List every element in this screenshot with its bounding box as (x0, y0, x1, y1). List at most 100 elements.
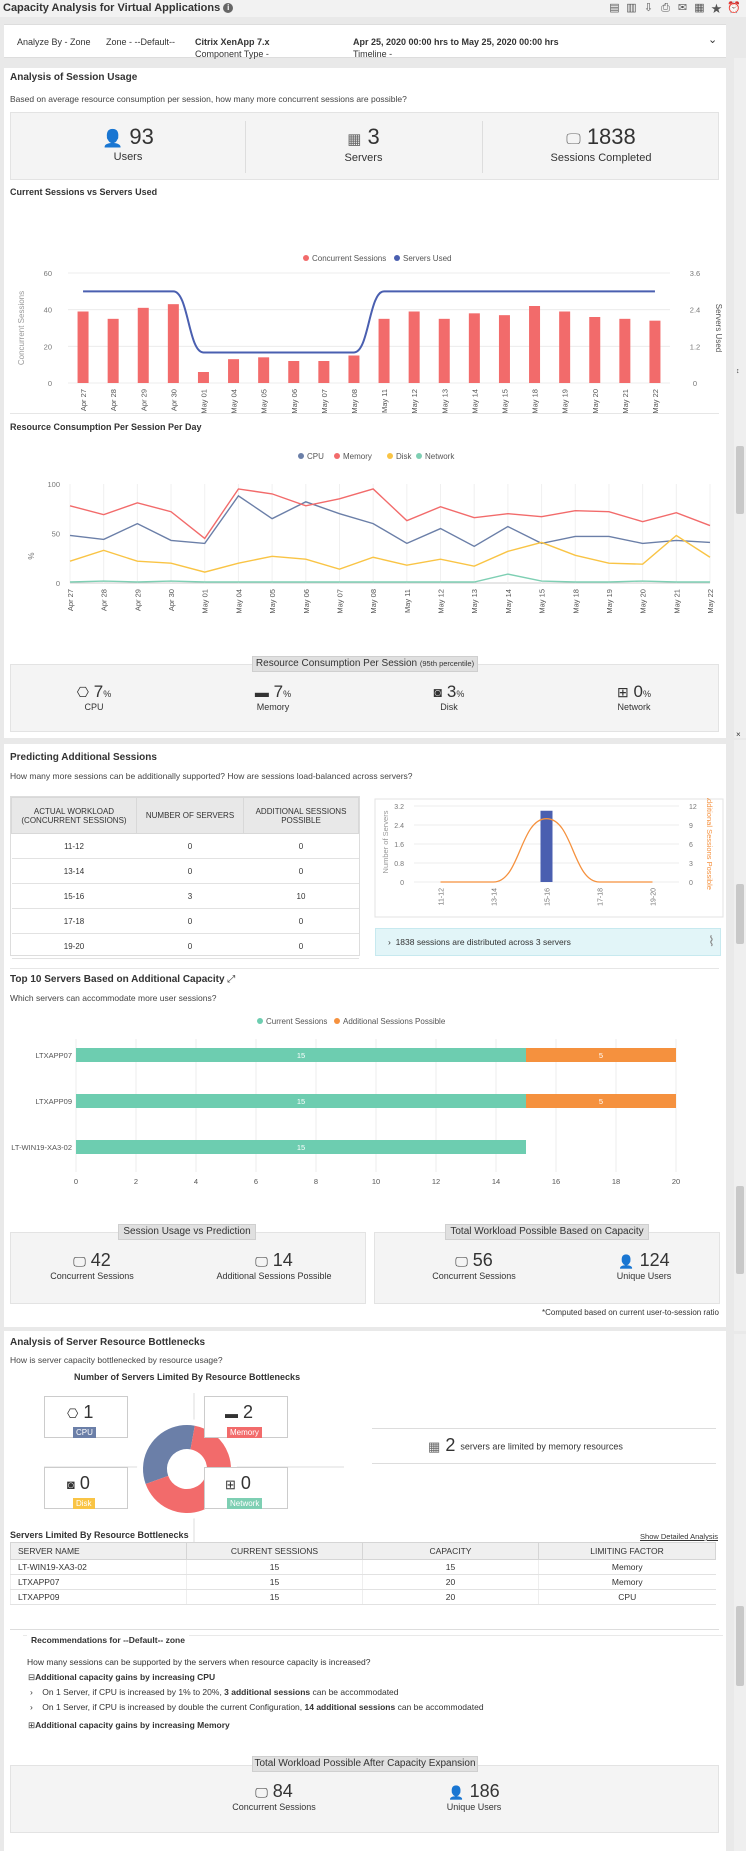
section-subtitle: How many more sessions can be additional… (10, 771, 413, 781)
y-tick-left: 0.8 (394, 861, 404, 868)
y-tick-right: 0 (693, 379, 697, 388)
table-header: SERVER NAME (10, 1542, 187, 1560)
memory-gains-toggle[interactable]: ⊞Additional capacity gains by increasing… (28, 1720, 230, 1730)
memory-stat: ▬ 7% Memory (254, 682, 292, 712)
table-row: LTXAPP09 15 20 CPU (10, 1589, 716, 1605)
memory-bottleneck-box: ▬ 2 Memory (204, 1396, 288, 1438)
scrollbar[interactable] (734, 1334, 746, 1851)
donut-title: Number of Servers Limited By Resource Bo… (74, 1372, 301, 1382)
user-icon: 👤 (102, 129, 124, 148)
x-tick-label: 14 (492, 1177, 500, 1186)
close-icon[interactable]: × (736, 730, 741, 739)
x-tick-label: 16 (552, 1177, 560, 1186)
x-tick-label: May 06 (302, 589, 311, 614)
analyze-by-filter[interactable]: Analyze By - Zone (17, 37, 91, 47)
section-title: Analysis of Server Resource Bottlenecks (10, 1337, 206, 1348)
chevron-down-icon[interactable]: ⌄ (708, 34, 718, 46)
collapse-minus-icon[interactable]: ⊟ (28, 1672, 36, 1682)
x-tick-label: Apr 29 (133, 589, 142, 611)
x-tick-label: May 05 (268, 589, 277, 614)
sessions-completed-stat: 🖵 1838 Sessions Completed (550, 124, 652, 165)
export-icon[interactable]: ⇩ (643, 2, 654, 14)
table-cell: LTXAPP07 (10, 1574, 187, 1590)
report-icon[interactable]: ▤ (609, 2, 620, 14)
document-icon[interactable]: ▥ (626, 2, 637, 14)
x-tick-label: May 13 (470, 589, 479, 614)
bar-concurrent-sessions (228, 359, 240, 383)
info-icon[interactable]: i (223, 3, 234, 14)
x-tick-label: May 07 (335, 589, 344, 614)
scrollbar[interactable] (734, 58, 746, 738)
x-tick-label: May 07 (320, 389, 329, 414)
x-tick-label: May 06 (290, 389, 299, 414)
series-line-cpu (69, 494, 711, 548)
table-cell: 0 (243, 933, 359, 959)
y-axis-label-left: Number of Servers (381, 810, 390, 873)
scrollbar-thumb[interactable] (736, 884, 744, 944)
expand-plus-icon[interactable]: ⊞ (28, 1720, 36, 1730)
table-cell: 15 (186, 1574, 363, 1590)
y-tick-right: 2.4 (690, 306, 700, 315)
favorite-star-icon[interactable]: ★ (710, 1, 723, 16)
y-tick: 50 (52, 530, 60, 539)
x-tick-label: 4 (194, 1177, 198, 1186)
resource-consumption-chart: CPU Memory Disk Network 100 50 0 Apr 27 Apr 28… (27, 452, 715, 614)
x-tick-label: May 21 (621, 389, 630, 414)
bar-value-label: 15 (297, 1051, 305, 1060)
predicting-card: Predicting Additional Sessions How many … (4, 744, 726, 1327)
cpu-recommendation-1: › On 1 Server, if CPU is increased by 1%… (30, 1687, 399, 1697)
network-icon: ⊞ (617, 684, 629, 700)
collapse-icon[interactable]: ↕ (736, 368, 740, 375)
alarm-clock-icon[interactable]: ⏰ (727, 2, 741, 14)
table-header: CAPACITY (362, 1542, 539, 1560)
email-icon[interactable]: ✉ (677, 2, 688, 14)
cpu-icon: ⎔ (76, 684, 89, 700)
section-title: Analysis of Session Usage (10, 72, 138, 83)
bar-concurrent-sessions (318, 361, 330, 383)
y-tick-right: 12 (689, 804, 697, 811)
servers-stat: ▦ 3 Servers (344, 124, 383, 165)
y-tick-right: 1.2 (690, 342, 700, 351)
table-cell: 15 (186, 1559, 363, 1575)
show-detailed-analysis-link[interactable]: Show Detailed Analysis (640, 1532, 718, 1541)
section-subtitle: Which servers can accommodate more user … (10, 993, 217, 1003)
cpu-gains-toggle[interactable]: ⊟Additional capacity gains by increasing… (28, 1672, 216, 1682)
expand-icon[interactable]: ⤢ (227, 974, 236, 985)
scrollbar-thumb[interactable] (736, 446, 744, 514)
table-row: LT-WIN19-XA3-02 15 15 Memory (10, 1559, 716, 1575)
y-tick-right: 3 (689, 861, 693, 868)
scrollbar-thumb[interactable] (736, 1186, 744, 1274)
disk-bottleneck-box: ◙ 0 Disk (44, 1467, 128, 1509)
scrollbar-thumb[interactable] (736, 1606, 744, 1686)
y-tick-label: LTXAPP07 (35, 1051, 72, 1060)
table-cell: 0 (136, 933, 244, 959)
component-type-filter[interactable]: Component Type - Citrix XenApp 7.x (195, 37, 270, 59)
legend-swatch (257, 1018, 263, 1024)
x-tick-label: Apr 29 (139, 389, 148, 411)
prediction-table-wrap: ACTUAL WORKLOAD (CONCURRENT SESSIONS) NU… (10, 796, 360, 959)
x-tick-label: 10 (372, 1177, 380, 1186)
schedule-icon[interactable]: ▦ (694, 2, 705, 14)
x-tick-label: May 04 (230, 389, 239, 414)
x-tick-label: May 18 (571, 589, 580, 614)
print-icon[interactable]: ⎙ (661, 2, 670, 14)
series-line-memory (69, 488, 711, 540)
x-tick-label: May 20 (591, 389, 600, 414)
bar-additional-sessions (526, 1048, 676, 1062)
timeline-filter[interactable]: Timeline - Apr 25, 2020 00:00 hrs to May… (353, 37, 559, 59)
table-cell: 0 (136, 908, 244, 934)
table-cell: Memory (538, 1574, 716, 1590)
zone-filter[interactable]: Zone - --Default-- (106, 37, 176, 47)
prediction-chart: 3.2 2.4 1.6 0.8 0 12 9 6 3 0 11-12 13-14 15-16 17-18 1… (374, 798, 724, 918)
table-cell: 15 (362, 1559, 539, 1575)
y-tick-right: 0 (689, 880, 693, 887)
bar-concurrent-sessions (288, 361, 300, 383)
x-tick-label: May 20 (639, 589, 648, 614)
x-tick-label: 0 (74, 1177, 78, 1186)
x-tick-label: May 14 (504, 589, 513, 614)
x-tick-label: May 15 (500, 389, 509, 414)
y-tick-left: 2.4 (394, 823, 404, 830)
paperclip-icon[interactable]: ⌇ (708, 933, 715, 949)
table-cell: 20 (362, 1589, 539, 1605)
y-tick: 100 (47, 480, 60, 489)
